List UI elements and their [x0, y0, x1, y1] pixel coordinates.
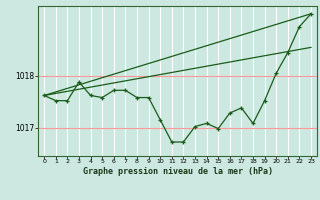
X-axis label: Graphe pression niveau de la mer (hPa): Graphe pression niveau de la mer (hPa)	[83, 167, 273, 176]
